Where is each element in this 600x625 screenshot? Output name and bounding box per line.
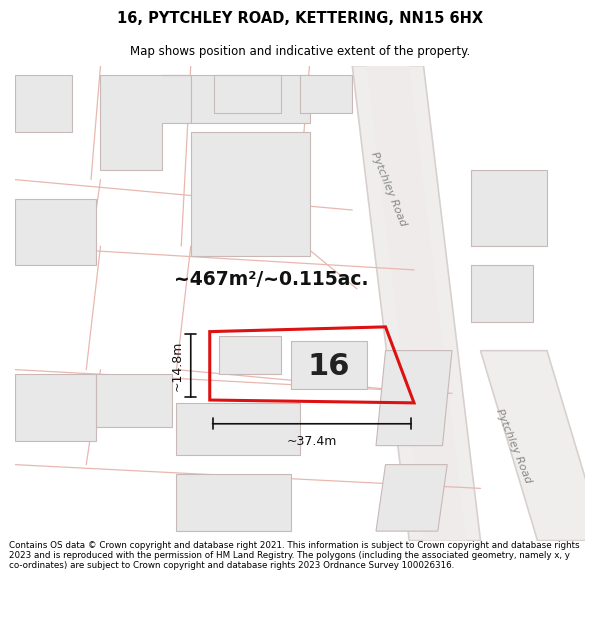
Text: ~37.4m: ~37.4m (287, 435, 337, 448)
Text: Contains OS data © Crown copyright and database right 2021. This information is : Contains OS data © Crown copyright and d… (9, 541, 580, 571)
Polygon shape (215, 75, 281, 113)
Polygon shape (481, 351, 600, 541)
Text: 16: 16 (307, 352, 350, 381)
Polygon shape (162, 75, 310, 122)
Polygon shape (176, 403, 300, 455)
Text: ~14.8m: ~14.8m (170, 341, 183, 391)
Polygon shape (300, 75, 352, 113)
Polygon shape (15, 75, 72, 132)
Polygon shape (15, 199, 96, 265)
Text: Pytchley Road: Pytchley Road (494, 407, 533, 484)
Polygon shape (191, 132, 310, 256)
Polygon shape (96, 374, 172, 427)
Text: Map shows position and indicative extent of the property.: Map shows position and indicative extent… (130, 45, 470, 58)
Polygon shape (219, 336, 281, 374)
Polygon shape (352, 66, 481, 541)
Polygon shape (176, 474, 290, 531)
Polygon shape (367, 66, 466, 541)
Polygon shape (100, 75, 191, 170)
Polygon shape (290, 341, 367, 389)
Polygon shape (376, 351, 452, 446)
Text: 16, PYTCHLEY ROAD, KETTERING, NN15 6HX: 16, PYTCHLEY ROAD, KETTERING, NN15 6HX (117, 11, 483, 26)
Text: Pytchley Road: Pytchley Road (369, 151, 408, 228)
Text: ~467m²/~0.115ac.: ~467m²/~0.115ac. (174, 270, 369, 289)
Polygon shape (471, 170, 547, 246)
Polygon shape (15, 374, 96, 441)
Polygon shape (471, 265, 533, 322)
Polygon shape (376, 464, 447, 531)
